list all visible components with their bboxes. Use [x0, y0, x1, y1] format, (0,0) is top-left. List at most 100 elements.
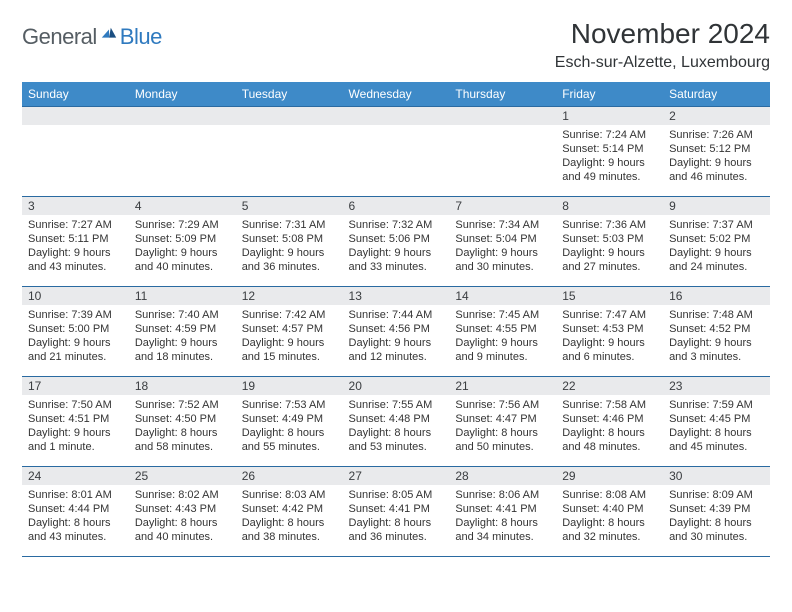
day-info-line: Sunset: 5:06 PM [349, 232, 444, 246]
day-info-line: Sunrise: 7:56 AM [455, 398, 550, 412]
day-info-line: Daylight: 8 hours and 32 minutes. [562, 516, 657, 544]
day-info-line: Sunrise: 7:39 AM [28, 308, 123, 322]
day-info-line: Sunset: 4:40 PM [562, 502, 657, 516]
day-info-line: Daylight: 8 hours and 36 minutes. [349, 516, 444, 544]
day-info-line: Daylight: 9 hours and 12 minutes. [349, 336, 444, 364]
day-body: Sunrise: 8:09 AMSunset: 4:39 PMDaylight:… [663, 485, 770, 548]
day-body: Sunrise: 7:44 AMSunset: 4:56 PMDaylight:… [343, 305, 450, 368]
day-cell [22, 107, 129, 197]
month-title: November 2024 [555, 18, 770, 50]
day-number [22, 107, 129, 125]
day-number: 4 [129, 197, 236, 215]
day-cell [129, 107, 236, 197]
day-cell: 20Sunrise: 7:55 AMSunset: 4:48 PMDayligh… [343, 377, 450, 467]
day-info-line: Sunset: 4:47 PM [455, 412, 550, 426]
day-header-cell: Thursday [449, 82, 556, 107]
day-number: 3 [22, 197, 129, 215]
day-info-line: Sunrise: 7:32 AM [349, 218, 444, 232]
day-body: Sunrise: 7:59 AMSunset: 4:45 PMDaylight:… [663, 395, 770, 458]
day-cell: 15Sunrise: 7:47 AMSunset: 4:53 PMDayligh… [556, 287, 663, 377]
day-info-line: Sunrise: 8:08 AM [562, 488, 657, 502]
day-info-line: Sunset: 4:48 PM [349, 412, 444, 426]
day-number [129, 107, 236, 125]
day-info-line: Daylight: 8 hours and 55 minutes. [242, 426, 337, 454]
day-info-line: Daylight: 9 hours and 33 minutes. [349, 246, 444, 274]
day-info-line: Sunrise: 8:01 AM [28, 488, 123, 502]
day-number: 20 [343, 377, 450, 395]
day-info-line: Daylight: 8 hours and 30 minutes. [669, 516, 764, 544]
day-info-line: Sunset: 4:59 PM [135, 322, 230, 336]
day-number: 8 [556, 197, 663, 215]
calendar-table: Sunday Monday Tuesday Wednesday Thursday… [22, 82, 770, 557]
day-cell: 1Sunrise: 7:24 AMSunset: 5:14 PMDaylight… [556, 107, 663, 197]
day-info-line: Daylight: 9 hours and 18 minutes. [135, 336, 230, 364]
day-number: 28 [449, 467, 556, 485]
day-info-line: Daylight: 8 hours and 34 minutes. [455, 516, 550, 544]
day-info-line: Sunrise: 7:24 AM [562, 128, 657, 142]
day-info-line: Sunset: 4:56 PM [349, 322, 444, 336]
day-header-cell: Monday [129, 82, 236, 107]
day-cell: 24Sunrise: 8:01 AMSunset: 4:44 PMDayligh… [22, 467, 129, 557]
day-body: Sunrise: 7:52 AMSunset: 4:50 PMDaylight:… [129, 395, 236, 458]
day-info-line: Sunset: 5:11 PM [28, 232, 123, 246]
day-info-line: Sunset: 5:03 PM [562, 232, 657, 246]
day-number: 16 [663, 287, 770, 305]
day-body [236, 125, 343, 132]
day-info-line: Sunrise: 7:27 AM [28, 218, 123, 232]
day-body [449, 125, 556, 132]
day-cell: 9Sunrise: 7:37 AMSunset: 5:02 PMDaylight… [663, 197, 770, 287]
day-number: 6 [343, 197, 450, 215]
day-info-line: Sunset: 4:45 PM [669, 412, 764, 426]
day-info-line: Daylight: 8 hours and 40 minutes. [135, 516, 230, 544]
day-cell: 25Sunrise: 8:02 AMSunset: 4:43 PMDayligh… [129, 467, 236, 557]
day-body: Sunrise: 8:01 AMSunset: 4:44 PMDaylight:… [22, 485, 129, 548]
day-cell: 23Sunrise: 7:59 AMSunset: 4:45 PMDayligh… [663, 377, 770, 467]
day-cell: 22Sunrise: 7:58 AMSunset: 4:46 PMDayligh… [556, 377, 663, 467]
day-info-line: Daylight: 9 hours and 21 minutes. [28, 336, 123, 364]
day-body: Sunrise: 8:08 AMSunset: 4:40 PMDaylight:… [556, 485, 663, 548]
day-header-cell: Friday [556, 82, 663, 107]
day-cell: 27Sunrise: 8:05 AMSunset: 4:41 PMDayligh… [343, 467, 450, 557]
day-cell: 12Sunrise: 7:42 AMSunset: 4:57 PMDayligh… [236, 287, 343, 377]
day-number: 22 [556, 377, 663, 395]
day-body: Sunrise: 7:39 AMSunset: 5:00 PMDaylight:… [22, 305, 129, 368]
day-cell: 16Sunrise: 7:48 AMSunset: 4:52 PMDayligh… [663, 287, 770, 377]
day-cell: 30Sunrise: 8:09 AMSunset: 4:39 PMDayligh… [663, 467, 770, 557]
title-block: November 2024 Esch-sur-Alzette, Luxembou… [555, 18, 770, 72]
day-cell: 11Sunrise: 7:40 AMSunset: 4:59 PMDayligh… [129, 287, 236, 377]
day-body [22, 125, 129, 132]
day-number: 7 [449, 197, 556, 215]
day-number [236, 107, 343, 125]
day-body: Sunrise: 7:56 AMSunset: 4:47 PMDaylight:… [449, 395, 556, 458]
day-info-line: Sunrise: 7:58 AM [562, 398, 657, 412]
day-body: Sunrise: 7:55 AMSunset: 4:48 PMDaylight:… [343, 395, 450, 458]
day-body: Sunrise: 7:32 AMSunset: 5:06 PMDaylight:… [343, 215, 450, 278]
day-number: 19 [236, 377, 343, 395]
day-body: Sunrise: 7:29 AMSunset: 5:09 PMDaylight:… [129, 215, 236, 278]
day-number [449, 107, 556, 125]
day-cell [449, 107, 556, 197]
calendar-page: General Blue November 2024 Esch-sur-Alze… [0, 0, 792, 557]
day-info-line: Sunset: 5:14 PM [562, 142, 657, 156]
day-cell: 21Sunrise: 7:56 AMSunset: 4:47 PMDayligh… [449, 377, 556, 467]
day-cell: 19Sunrise: 7:53 AMSunset: 4:49 PMDayligh… [236, 377, 343, 467]
day-info-line: Sunset: 4:51 PM [28, 412, 123, 426]
brand-logo: General Blue [22, 18, 162, 50]
day-info-line: Daylight: 8 hours and 58 minutes. [135, 426, 230, 454]
day-body [129, 125, 236, 132]
day-info-line: Daylight: 9 hours and 9 minutes. [455, 336, 550, 364]
day-info-line: Sunrise: 7:40 AM [135, 308, 230, 322]
day-info-line: Sunrise: 7:37 AM [669, 218, 764, 232]
day-number: 26 [236, 467, 343, 485]
day-body: Sunrise: 7:53 AMSunset: 4:49 PMDaylight:… [236, 395, 343, 458]
day-number: 2 [663, 107, 770, 125]
day-body: Sunrise: 7:24 AMSunset: 5:14 PMDaylight:… [556, 125, 663, 188]
day-info-line: Sunrise: 7:48 AM [669, 308, 764, 322]
day-number: 1 [556, 107, 663, 125]
day-number: 21 [449, 377, 556, 395]
day-info-line: Daylight: 9 hours and 15 minutes. [242, 336, 337, 364]
header-row: General Blue November 2024 Esch-sur-Alze… [22, 18, 770, 72]
day-info-line: Daylight: 9 hours and 46 minutes. [669, 156, 764, 184]
day-info-line: Sunrise: 7:50 AM [28, 398, 123, 412]
day-info-line: Sunset: 5:04 PM [455, 232, 550, 246]
